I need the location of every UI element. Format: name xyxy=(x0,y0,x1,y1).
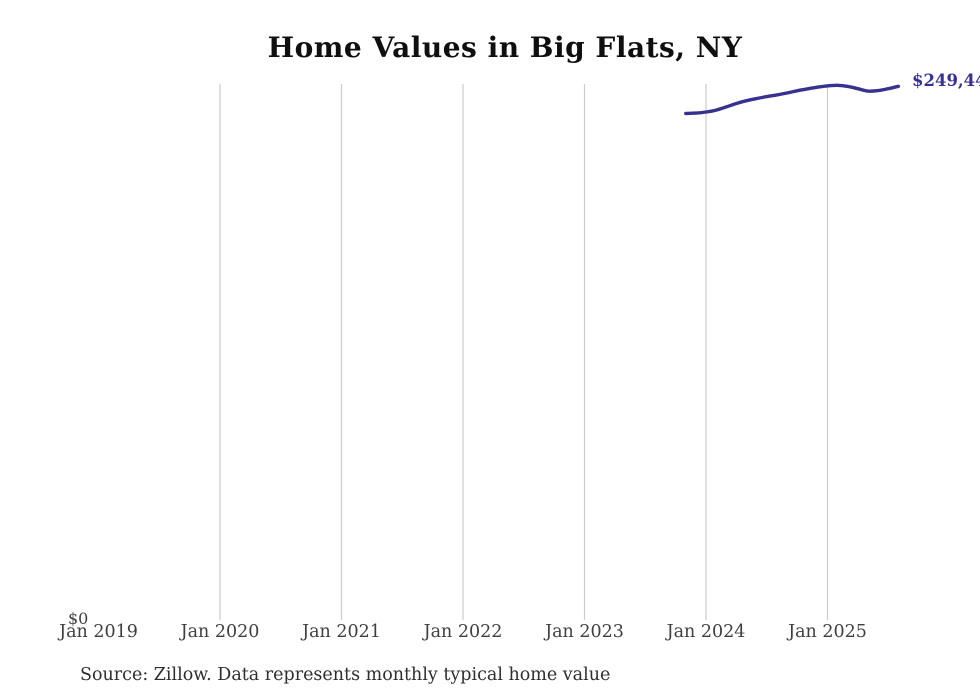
x-axis-tick-label: Jan 2021 xyxy=(302,622,381,642)
x-axis-tick-label: Jan 2025 xyxy=(788,622,867,642)
source-note: Source: Zillow. Data represents monthly … xyxy=(80,665,611,685)
y-axis-zero-label: $0 xyxy=(68,609,89,628)
x-axis-tick-label: Jan 2022 xyxy=(423,622,503,642)
x-axis-tick-label: Jan 2024 xyxy=(666,622,746,642)
x-axis-tick-label: Jan 2020 xyxy=(180,622,260,642)
chart-title: Home Values in Big Flats, NY xyxy=(267,31,743,64)
x-axis-tick-label: Jan 2023 xyxy=(545,622,624,642)
end-value-label: $249,444 xyxy=(912,71,980,90)
home-value-line xyxy=(684,83,901,116)
x-axis-tick-label: Jan 2019 xyxy=(59,622,138,642)
